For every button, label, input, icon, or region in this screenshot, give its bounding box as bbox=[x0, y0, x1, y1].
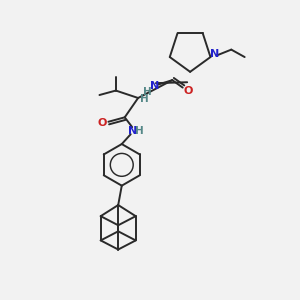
Text: O: O bbox=[97, 118, 106, 128]
Text: H: H bbox=[143, 87, 152, 97]
Text: N: N bbox=[150, 81, 159, 91]
Text: O: O bbox=[184, 85, 193, 96]
Text: N: N bbox=[210, 49, 220, 59]
Text: H: H bbox=[135, 126, 144, 136]
Text: H: H bbox=[140, 94, 148, 104]
Text: N: N bbox=[128, 126, 137, 136]
